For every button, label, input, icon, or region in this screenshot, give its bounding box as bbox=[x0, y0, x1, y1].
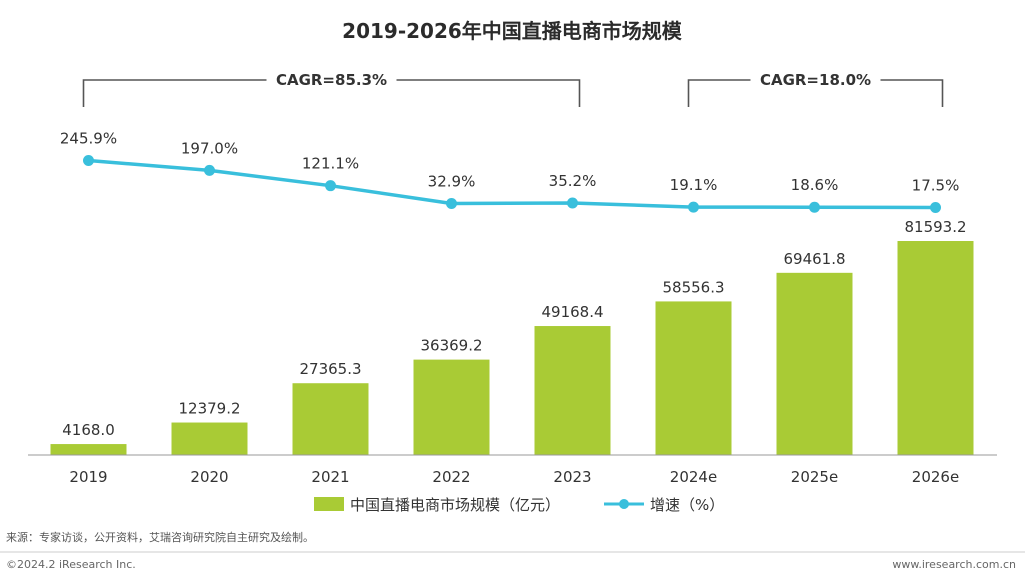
growth-value-label-2023: 35.2% bbox=[549, 172, 597, 190]
bar-value-label-2026e: 81593.2 bbox=[904, 218, 966, 236]
bar-2023 bbox=[534, 326, 611, 455]
x-tick-label-2020: 2020 bbox=[190, 468, 228, 486]
cagr-label-1: CAGR=85.3% bbox=[276, 71, 387, 89]
bar-value-label-2022: 36369.2 bbox=[420, 337, 482, 355]
growth-value-label-2019: 245.9% bbox=[60, 129, 117, 147]
bar-value-label-2019: 4168.0 bbox=[62, 421, 115, 439]
x-tick-label-2024e: 2024e bbox=[670, 468, 717, 486]
x-tick-label-2025e: 2025e bbox=[791, 468, 838, 486]
copyright: ©2024.2 iResearch Inc. bbox=[6, 558, 136, 571]
x-tick-label-2021: 2021 bbox=[311, 468, 349, 486]
bar-2020 bbox=[171, 422, 248, 455]
x-tick-label-2026e: 2026e bbox=[912, 468, 959, 486]
bar-2026e bbox=[897, 241, 974, 455]
growth-line: 245.9% 197.0% 121.1% 32.9% 35.2% 19.1% 18.6% 17… bbox=[60, 129, 959, 213]
bar-2022 bbox=[413, 359, 490, 455]
growth-value-label-2024e: 19.1% bbox=[670, 176, 718, 194]
x-tick-label-2022: 2022 bbox=[432, 468, 470, 486]
growth-value-label-2020: 197.0% bbox=[181, 139, 238, 157]
growth-point-2019 bbox=[83, 154, 94, 166]
x-axis-ticks: 2019 2020 2021 2022 2023 2024e 2025e 2026e bbox=[69, 468, 959, 486]
bar-value-label-2021: 27365.3 bbox=[299, 360, 361, 378]
cagr-bracket-1 bbox=[82, 79, 581, 107]
growth-value-label-2022: 32.9% bbox=[428, 173, 476, 191]
x-tick-label-2019: 2019 bbox=[69, 468, 107, 486]
growth-point-2025e bbox=[809, 201, 820, 213]
growth-line-path bbox=[88, 158, 936, 210]
x-tick-label-2023: 2023 bbox=[553, 468, 591, 486]
legend-line-marker bbox=[619, 499, 629, 509]
bar-2019 bbox=[50, 444, 127, 455]
bar-value-label-2025e: 69461.8 bbox=[783, 250, 845, 268]
growth-point-2021 bbox=[325, 180, 336, 192]
legend-bar-label: 中国直播电商市场规模（亿元） bbox=[350, 496, 560, 514]
growth-value-label-2026e: 17.5% bbox=[912, 177, 960, 195]
growth-value-label-2025e: 18.6% bbox=[791, 176, 839, 194]
bar-value-label-2024e: 58556.3 bbox=[662, 278, 724, 296]
bar-2024e bbox=[655, 301, 732, 455]
growth-value-label-2021: 121.1% bbox=[302, 155, 359, 173]
bar-value-label-2023: 49168.4 bbox=[541, 303, 603, 321]
growth-point-2024e bbox=[688, 201, 699, 213]
cagr-bracket-2 bbox=[687, 79, 944, 107]
bar-2025e bbox=[776, 272, 853, 455]
growth-point-2023 bbox=[567, 197, 578, 209]
cagr-label-2: CAGR=18.0% bbox=[760, 71, 871, 89]
bars: 4168.0 12379.2 27365.3 36369.2 49168.4 58556.… bbox=[50, 218, 974, 455]
cagr-annotations: CAGR=85.3% CAGR=18.0% bbox=[82, 71, 944, 107]
growth-point-2026e bbox=[930, 202, 941, 213]
source-note: 来源：专家访谈，公开资料，艾瑞咨询研究院自主研究及绘制。 bbox=[6, 530, 314, 544]
growth-point-2022 bbox=[446, 198, 457, 209]
bar-2021 bbox=[292, 383, 369, 455]
bar-value-label-2020: 12379.2 bbox=[178, 400, 240, 418]
growth-point-2020 bbox=[204, 164, 215, 176]
legend-line-label: 增速（%） bbox=[650, 496, 724, 514]
website: www.iresearch.com.cn bbox=[892, 558, 1016, 571]
legend-bar-swatch bbox=[314, 497, 344, 511]
legend: 中国直播电商市场规模（亿元） 增速（%） bbox=[314, 496, 724, 514]
chart-title: 2019-2026年中国直播电商市场规模 bbox=[342, 19, 683, 43]
